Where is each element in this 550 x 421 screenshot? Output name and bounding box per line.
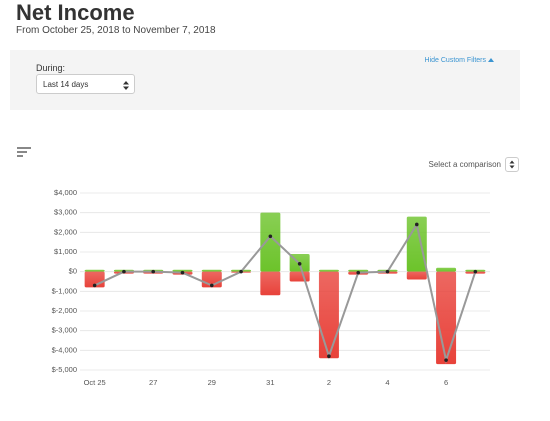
- net-point: [356, 270, 361, 275]
- net-point: [297, 262, 302, 266]
- y-tick-label: $3,000: [54, 208, 77, 217]
- bar: [172, 269, 193, 272]
- net-point: [180, 270, 185, 275]
- comparison-label: Select a comparison: [428, 160, 501, 169]
- page-title: Net Income: [16, 0, 135, 25]
- bar: [84, 269, 105, 272]
- net-point: [414, 222, 419, 227]
- hide-filters-text: Hide Custom Filters: [424, 57, 486, 64]
- x-tick-label: Oct 25: [84, 378, 106, 387]
- x-tick-label: 31: [266, 378, 274, 387]
- during-select[interactable]: Last 14 days: [36, 74, 135, 94]
- y-tick-label: $-4,000: [52, 345, 77, 354]
- net-point: [239, 269, 243, 274]
- caret-up: [488, 58, 494, 62]
- net-point: [122, 269, 126, 274]
- x-tick-label: 4: [385, 378, 389, 387]
- x-tick-label: 2: [327, 378, 331, 387]
- y-tick-label: $4,000: [54, 188, 77, 197]
- bar: [260, 212, 281, 272]
- comparison-select[interactable]: [505, 157, 519, 172]
- net-point: [327, 354, 331, 359]
- y-tick-label: $0: [69, 267, 77, 276]
- x-tick-label: 29: [208, 378, 216, 387]
- y-tick-label: $1,000: [54, 247, 77, 256]
- bar: [348, 269, 369, 272]
- net-line: [94, 221, 477, 364]
- bar: [289, 271, 310, 282]
- net-point: [92, 283, 97, 288]
- x-tick-label: 27: [149, 378, 157, 387]
- net-point: [151, 269, 156, 274]
- y-tick-label: $2,000: [54, 227, 77, 236]
- bar: [436, 271, 457, 365]
- select-arrows: [123, 81, 129, 90]
- bar: [436, 267, 457, 272]
- net-point: [385, 269, 390, 274]
- sort-icon[interactable]: [17, 147, 31, 159]
- y-tick-label: $-1,000: [52, 286, 77, 295]
- net-point: [268, 234, 273, 239]
- date-range: From October 25, 2018 to November 7, 201…: [16, 25, 216, 36]
- y-tick-label: $-2,000: [52, 306, 77, 315]
- bar: [318, 269, 339, 272]
- bar: [260, 271, 281, 296]
- bar: [201, 269, 222, 272]
- y-tick-label: $-5,000: [52, 365, 77, 374]
- filter-panel: During: Last 14 days Hide Custom Filters: [10, 50, 520, 110]
- bar: [406, 216, 427, 272]
- during-value: Last 14 days: [43, 80, 89, 89]
- net-point: [444, 358, 448, 362]
- bar: [318, 271, 339, 359]
- select-arrows: [509, 160, 515, 169]
- bar: [406, 271, 427, 280]
- x-tick-label: 6: [444, 378, 448, 387]
- net-point: [473, 269, 478, 274]
- hide-filters-link[interactable]: Hide Custom Filters: [425, 57, 494, 64]
- during-label: During:: [36, 63, 66, 73]
- net-point: [209, 283, 214, 288]
- y-tick-label: $-3,000: [52, 326, 77, 335]
- chart: $-5,000 $-4,000 $-3,000 $-2,000 $-1,000 $0 $1,…: [52, 188, 490, 387]
